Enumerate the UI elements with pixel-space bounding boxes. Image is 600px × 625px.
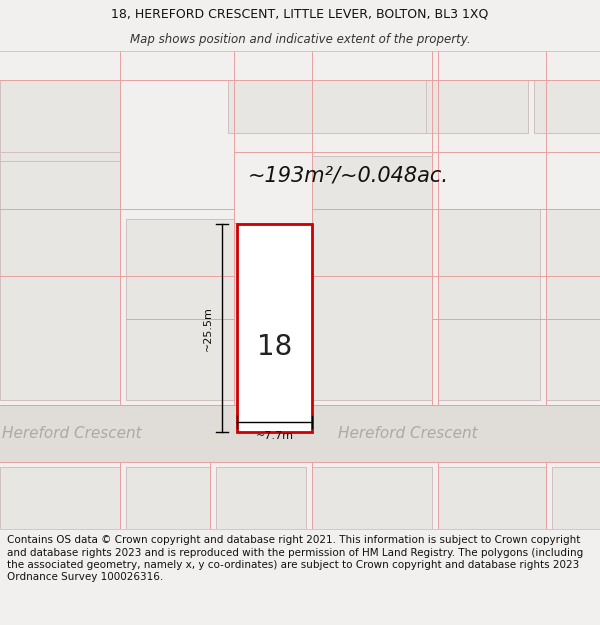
- Text: Hereford Crescent: Hereford Crescent: [2, 426, 142, 441]
- Text: ~7.7m: ~7.7m: [256, 431, 293, 441]
- Bar: [546, 209, 600, 400]
- Bar: [534, 80, 600, 132]
- Bar: [312, 468, 432, 529]
- Bar: [552, 468, 600, 529]
- Bar: [216, 468, 306, 529]
- Text: ~193m²/~0.048ac.: ~193m²/~0.048ac.: [248, 166, 449, 186]
- Bar: [126, 219, 234, 400]
- Bar: [312, 80, 426, 132]
- Bar: [0, 152, 120, 233]
- Text: 18: 18: [257, 334, 292, 361]
- Bar: [312, 156, 432, 400]
- Bar: [237, 224, 312, 432]
- Text: 18, HEREFORD CRESCENT, LITTLE LEVER, BOLTON, BL3 1XQ: 18, HEREFORD CRESCENT, LITTLE LEVER, BOL…: [112, 8, 488, 21]
- Bar: [426, 80, 528, 132]
- Bar: [438, 468, 546, 529]
- Text: ~25.5m: ~25.5m: [203, 306, 213, 351]
- Text: Map shows position and indicative extent of the property.: Map shows position and indicative extent…: [130, 34, 470, 46]
- Bar: [0, 80, 120, 156]
- Bar: [126, 468, 210, 529]
- Bar: [0, 468, 120, 529]
- Text: Hereford Crescent: Hereford Crescent: [338, 426, 478, 441]
- Text: Contains OS data © Crown copyright and database right 2021. This information is : Contains OS data © Crown copyright and d…: [7, 535, 583, 582]
- Bar: [0, 161, 120, 400]
- Bar: [438, 209, 540, 400]
- Bar: [0, 405, 600, 462]
- Bar: [228, 80, 312, 132]
